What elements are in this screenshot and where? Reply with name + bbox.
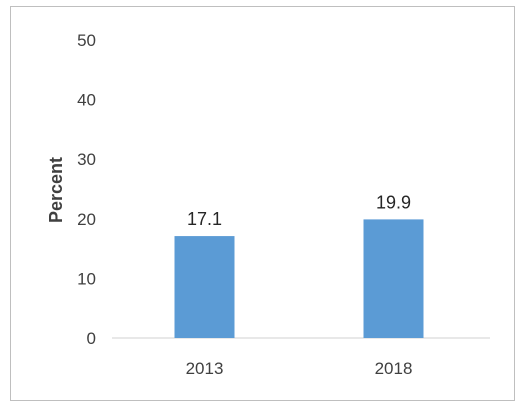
x-tick-label-2018: 2018 [375, 359, 413, 378]
y-tick-label: 30 [77, 150, 96, 169]
y-tick-label: 20 [77, 210, 96, 229]
y-axis-title: Percent [46, 157, 66, 223]
chart-frame [10, 6, 515, 401]
bars-group: 17.1 19.9 [174, 192, 424, 338]
x-tick-label-2013: 2013 [186, 359, 224, 378]
y-tick-label: 10 [77, 269, 96, 288]
x-axis-ticks: 2013 2018 [186, 359, 413, 378]
y-tick-label: 0 [87, 329, 96, 348]
bar-2018 [363, 219, 424, 338]
data-label-2013: 17.1 [187, 209, 222, 229]
data-label-2018: 19.9 [376, 192, 411, 212]
y-axis-ticks: 0 10 20 30 40 50 [77, 31, 96, 348]
y-tick-label: 50 [77, 31, 96, 50]
bar-2013 [174, 236, 235, 338]
y-tick-label: 40 [77, 91, 96, 110]
